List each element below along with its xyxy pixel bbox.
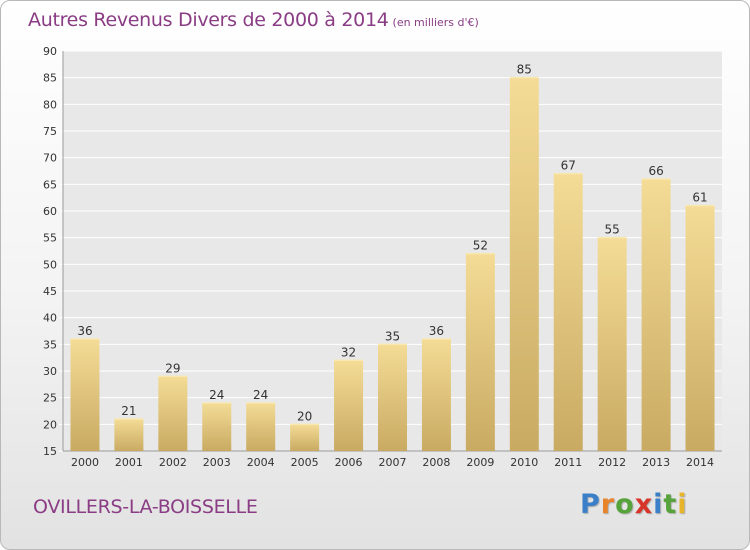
data-label: 29	[165, 361, 180, 375]
x-tick-label: 2014	[686, 456, 714, 469]
proxiti-logo: Proxiti	[580, 489, 688, 520]
x-tick-label: 2003	[203, 456, 231, 469]
x-tick-label: 2010	[510, 456, 538, 469]
data-label: 52	[473, 239, 488, 253]
y-tick-label: 20	[43, 418, 57, 431]
bar	[290, 424, 320, 451]
bar	[597, 237, 627, 451]
bar	[553, 173, 583, 451]
x-tick-label: 2006	[335, 456, 363, 469]
x-tick-label: 2013	[642, 456, 670, 469]
data-label: 61	[692, 191, 707, 205]
data-label: 55	[605, 223, 620, 237]
y-tick-label: 65	[43, 178, 57, 191]
x-tick-label: 2007	[379, 456, 407, 469]
data-label: 36	[77, 324, 92, 338]
bar	[421, 339, 451, 451]
y-tick-label: 45	[43, 285, 57, 298]
y-tick-label: 85	[43, 72, 57, 85]
bar	[70, 339, 100, 451]
y-tick-label: 75	[43, 125, 57, 138]
logo-letter: r	[600, 489, 616, 520]
y-tick-label: 15	[43, 445, 57, 458]
bar	[685, 205, 715, 451]
logo-letter: i	[677, 489, 688, 520]
bar	[246, 403, 276, 451]
data-label: 24	[209, 388, 224, 402]
y-tick-label: 80	[43, 98, 57, 111]
bar	[509, 77, 539, 452]
location-name: OVILLERS-LA-BOISSELLE	[33, 496, 258, 518]
bar	[158, 376, 188, 451]
logo-letter: i	[653, 489, 664, 520]
x-tick-label: 2000	[71, 456, 99, 469]
y-tick-label: 55	[43, 232, 57, 245]
data-label: 20	[297, 409, 312, 423]
data-label: 32	[341, 345, 356, 359]
bar	[334, 360, 364, 451]
logo-letter: t	[663, 489, 678, 520]
y-tick-label: 90	[43, 45, 57, 58]
x-tick-label: 2002	[159, 456, 187, 469]
data-label: 67	[561, 159, 576, 173]
y-tick-label: 70	[43, 152, 57, 165]
data-label: 85	[517, 63, 532, 77]
data-label: 35	[385, 329, 400, 343]
logo-letter: P	[580, 489, 601, 520]
y-tick-label: 25	[43, 392, 57, 405]
x-tick-label: 2008	[422, 456, 450, 469]
data-label: 66	[648, 164, 663, 178]
x-tick-label: 2011	[554, 456, 582, 469]
data-label: 36	[429, 324, 444, 338]
data-label: 24	[253, 388, 268, 402]
logo-letter: o	[615, 489, 635, 520]
x-tick-label: 2001	[115, 456, 143, 469]
bar	[114, 419, 144, 451]
y-tick-label: 40	[43, 312, 57, 325]
bar	[378, 344, 407, 451]
logo-letter: x	[634, 489, 654, 520]
x-tick-label: 2005	[291, 456, 319, 469]
title-text: Autres Revenus Divers de 2000 à 2014	[28, 9, 389, 31]
bar	[202, 403, 232, 451]
unit-note: (en milliers d'€)	[392, 16, 479, 29]
y-tick-label: 35	[43, 338, 57, 351]
bar	[641, 179, 671, 451]
y-tick-label: 50	[43, 258, 57, 271]
x-tick-label: 2004	[247, 456, 275, 469]
y-tick-label: 30	[43, 365, 57, 378]
data-label: 21	[121, 404, 136, 418]
x-tick-label: 2009	[466, 456, 494, 469]
x-tick-label: 2012	[598, 456, 626, 469]
y-tick-label: 60	[43, 205, 57, 218]
bar	[465, 253, 495, 451]
chart-title: Autres Revenus Divers de 2000 à 2014 (en …	[28, 9, 479, 31]
